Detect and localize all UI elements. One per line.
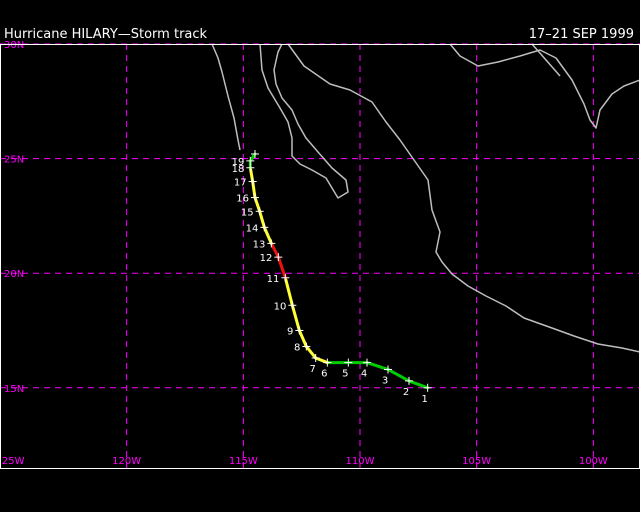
- track-point-label: 1: [421, 394, 427, 405]
- track-segment: [262, 225, 273, 245]
- mainland-coast: [287, 43, 640, 353]
- track-segment: [314, 356, 329, 365]
- track-point-label: 8: [294, 343, 300, 354]
- track-point-label: 11: [267, 274, 280, 285]
- track-point-label: 14: [246, 223, 259, 234]
- lon-tick-label: 100W: [579, 456, 608, 467]
- track-segment: [248, 152, 257, 163]
- coastlines: [211, 43, 640, 353]
- track-segment: [258, 209, 266, 229]
- track-point-label: 12: [260, 253, 273, 264]
- lat-tick-label: 30N: [4, 40, 24, 51]
- lat-tick-label: 20N: [4, 269, 24, 280]
- lon-tick-label: 125W: [0, 456, 25, 467]
- lon-tick-label: 105W: [462, 456, 491, 467]
- lat-tick-label: 15N: [4, 384, 24, 395]
- gulf-coast: [449, 43, 640, 129]
- map-title: Hurricane HILARY—Storm track: [4, 27, 208, 42]
- lon-tick-label: 120W: [112, 456, 141, 467]
- track-segment: [297, 328, 308, 349]
- track-point-label: 3: [382, 375, 388, 386]
- track-segment: [290, 303, 301, 332]
- track-point-label: 9: [287, 326, 293, 337]
- map-frame: [0, 44, 640, 469]
- baja-east-coast: [259, 43, 349, 199]
- track-point-label: 19: [232, 157, 245, 168]
- track-segment: [304, 345, 318, 360]
- track-point-label: 4: [361, 369, 367, 380]
- track-segment: [407, 379, 430, 390]
- track-point-label: 5: [342, 369, 348, 380]
- track-segment: [253, 196, 262, 213]
- track-segment: [365, 361, 390, 371]
- baja-west-coast: [211, 43, 241, 151]
- storm-track: [246, 150, 432, 392]
- track-segment: [386, 367, 411, 383]
- lat-lon-grid: 30N 25N 20N 15N 125W 120W 115W 110W 105W 100W: [0, 40, 640, 468]
- river-line: [531, 43, 561, 77]
- track-point-label: 17: [234, 178, 247, 189]
- lat-tick-label: 25N: [4, 155, 24, 166]
- date-range: 17–21 SEP 1999: [528, 27, 634, 42]
- lon-tick-label: 115W: [229, 456, 258, 467]
- track-point-label: 15: [241, 207, 254, 218]
- track-segment: [283, 276, 294, 307]
- track-segment: [276, 255, 287, 280]
- track-point-label: 13: [253, 239, 266, 250]
- track-point-label: 16: [236, 194, 249, 205]
- track-point-label: 18: [232, 164, 245, 175]
- track-point-label: 10: [274, 301, 287, 312]
- track-point-label: 6: [321, 369, 327, 380]
- lon-tick-label: 110W: [346, 456, 375, 467]
- track-point-label: 2: [403, 387, 409, 398]
- track-point-label: 7: [309, 364, 315, 375]
- track-segment: [269, 241, 280, 259]
